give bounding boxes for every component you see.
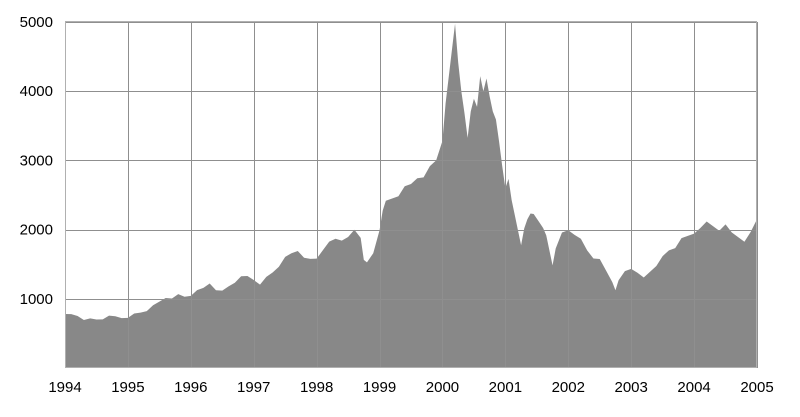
y-tick-label: 3000 (20, 152, 53, 169)
y-tick-label: 4000 (20, 83, 53, 100)
x-tick-label: 2005 (740, 379, 773, 396)
x-tick-label: 1996 (174, 379, 207, 396)
grid-layer (65, 22, 758, 368)
series-area (65, 23, 757, 369)
x-tick-label: 1997 (237, 379, 270, 396)
x-tick-label: 2003 (614, 379, 647, 396)
y-tick-labels: 1000 2000 3000 4000 5000 (20, 14, 53, 308)
x-tick-label: 1998 (300, 379, 333, 396)
area-layer (65, 23, 757, 369)
y-tick-label: 2000 (20, 222, 53, 239)
y-tick-label: 1000 (20, 291, 53, 308)
y-tick-label: 5000 (20, 14, 53, 31)
x-tick-label: 1994 (48, 379, 81, 396)
x-tick-labels: 1994 1995 1996 1997 1998 1999 2000 2001 2002 2003… (48, 379, 773, 396)
x-tick-label: 1995 (111, 379, 144, 396)
x-tick-label: 2000 (426, 379, 459, 396)
x-tick-label: 1999 (363, 379, 396, 396)
plot-border (65, 21, 757, 368)
x-tick-label: 2002 (552, 379, 585, 396)
x-tick-label: 2004 (677, 379, 710, 396)
x-tick-label: 2001 (489, 379, 522, 396)
